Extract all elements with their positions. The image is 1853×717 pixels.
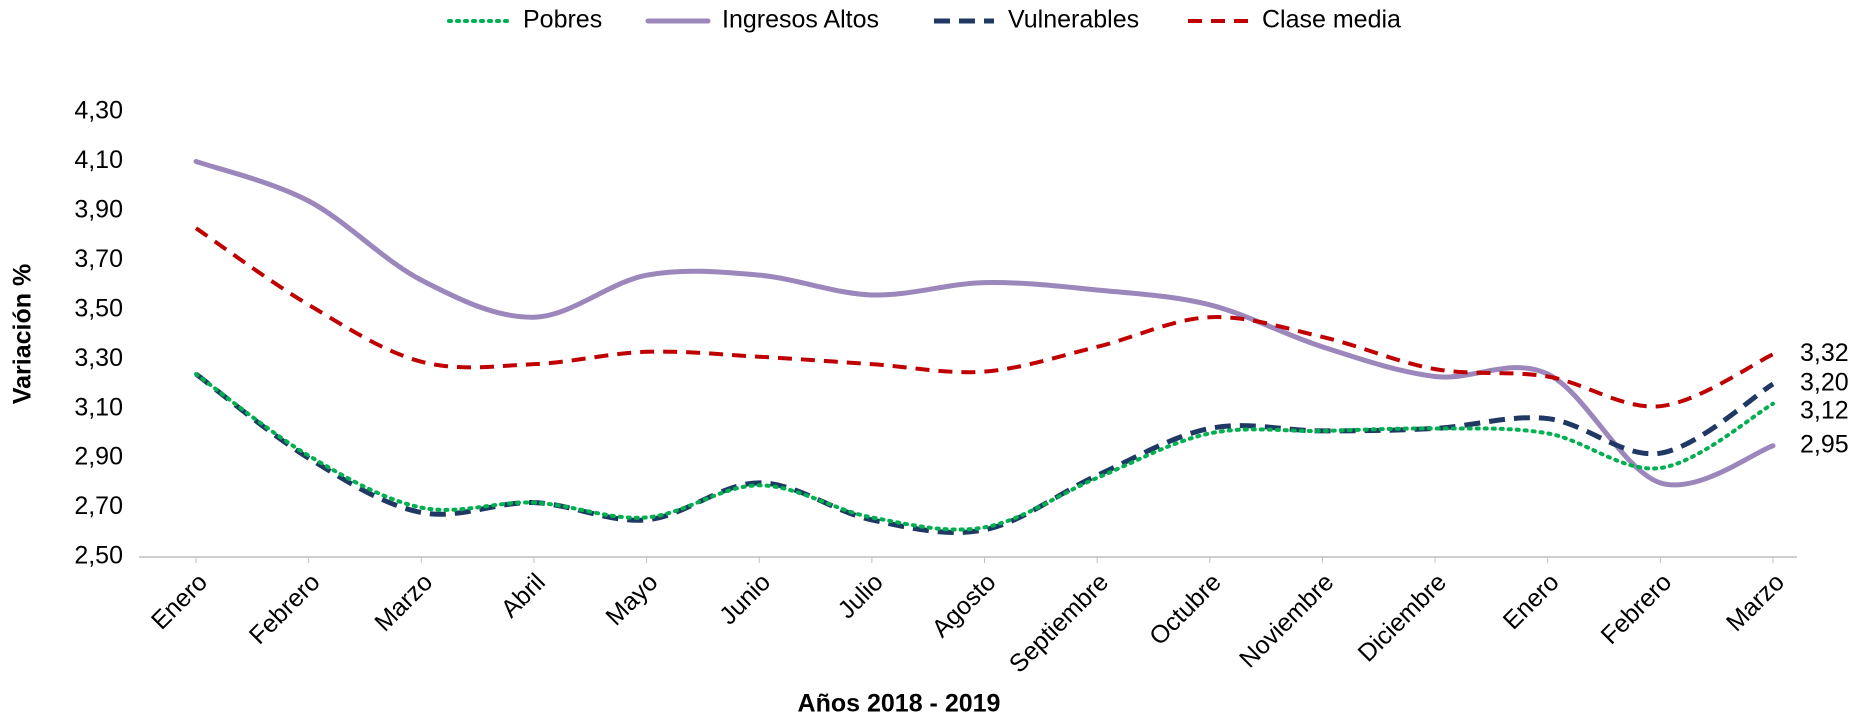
data-label: 3,12 (1800, 397, 1849, 425)
legend-label: Ingresos Altos (722, 6, 879, 34)
x-tick-label: Marzo (1721, 568, 1790, 637)
legend-label: Vulnerables (1008, 6, 1139, 34)
x-axis-title: Años 2018 - 2019 (798, 690, 1001, 717)
data-label: 2,95 (1800, 430, 1849, 458)
y-tick-label: 2,50 (74, 542, 123, 570)
x-tick-label: Abril (496, 568, 551, 623)
x-tick-label: Febrero (1596, 568, 1678, 650)
legend-label: Clase media (1262, 6, 1401, 34)
y-tick-label: 3,70 (74, 245, 123, 273)
series-line (194, 226, 1774, 409)
data-label: 3,20 (1800, 369, 1849, 397)
y-tick-label: 3,10 (74, 393, 123, 421)
x-tick-label: Febrero (244, 568, 326, 650)
x-tick-label: Marzo (369, 568, 438, 637)
x-tick-label: Junio (714, 568, 776, 630)
series-line (194, 372, 1775, 535)
x-tick-label: Octubre (1144, 568, 1227, 651)
y-tick-label: 3,30 (74, 344, 123, 372)
data-label: 3,32 (1800, 339, 1849, 367)
y-tick-label: 4,30 (74, 97, 123, 125)
legend-label: Pobres (523, 6, 602, 34)
y-tick-label: 4,10 (74, 146, 123, 174)
x-tick-label: Noviembre (1234, 568, 1339, 673)
y-tick-label: 2,70 (74, 492, 123, 520)
x-tick-label: Enero (146, 568, 213, 635)
x-tick-label: Septiembre (1004, 568, 1114, 678)
y-tick-label: 3,50 (74, 294, 123, 322)
y-axis-title: Variación % (9, 264, 37, 404)
x-tick-label: Julio (833, 568, 889, 624)
x-tick-label: Enero (1498, 568, 1565, 635)
x-tick-label: Mayo (600, 568, 663, 631)
y-tick-label: 2,90 (74, 443, 123, 471)
x-tick-label: Diciembre (1353, 568, 1452, 667)
series-line (194, 372, 1775, 532)
y-tick-label: 3,90 (74, 195, 123, 223)
series-line (193, 158, 1776, 488)
x-tick-label: Agosto (927, 568, 1002, 643)
